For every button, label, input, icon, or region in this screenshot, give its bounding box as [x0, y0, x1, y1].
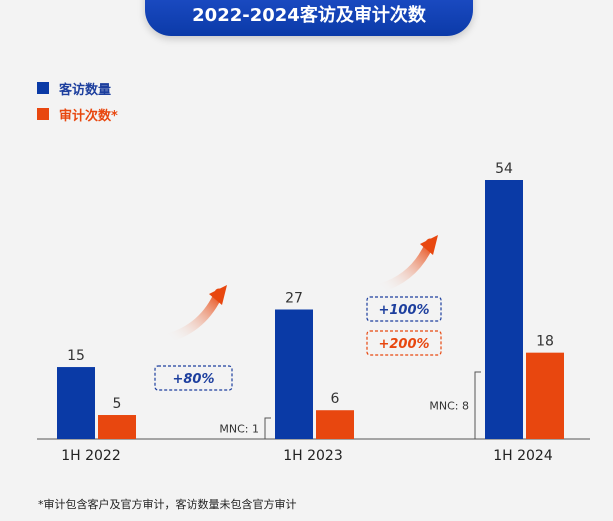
legend-swatch-audits	[37, 108, 49, 120]
mnc-bracket-1h-2024	[474, 371, 481, 440]
mnc-label-1h-2024: MNC: 8	[429, 400, 469, 413]
growth-badge-box-1	[366, 296, 442, 322]
legend-label-audits: 审计次数*	[59, 108, 118, 124]
data-label-audits-1h-2024: 18	[536, 334, 554, 350]
growth-arrow-2023-2024	[375, 235, 438, 293]
x-tick-label-1h-2022: 1H 2022	[61, 448, 121, 464]
chart-title-banner: 2022-2024客访及审计次数	[145, 0, 473, 36]
bar-audits-1h-2023	[316, 410, 354, 439]
legend-swatch-visits	[37, 82, 49, 94]
legend-item-audits: 审计次数*	[37, 102, 118, 126]
x-tick-label-1h-2023: 1H 2023	[283, 448, 343, 464]
growth-badge-text-1: +100%	[378, 303, 429, 318]
legend-item-visits: 客访数量	[37, 76, 118, 100]
data-label-audits-1h-2022: 5	[113, 396, 122, 412]
growth-arrow-2022-2023	[163, 285, 227, 343]
legend-label-visits: 客访数量	[59, 82, 112, 98]
bar-audits-1h-2022	[98, 415, 136, 439]
growth-badge-text-2: +200%	[378, 337, 429, 352]
legend: 客访数量 审计次数*	[37, 76, 118, 128]
x-tick-label-1h-2024: 1H 2024	[493, 448, 553, 464]
bar-visits-1h-2024	[485, 180, 523, 439]
bar-audits-1h-2024	[526, 352, 564, 439]
data-label-visits-1h-2024: 54	[495, 161, 513, 177]
footnote: *审计包含客户及官方审计，客访数量未包含官方审计	[38, 498, 297, 511]
data-label-audits-1h-2023: 6	[331, 391, 340, 407]
data-label-visits-1h-2023: 27	[285, 291, 303, 307]
growth-badge-text-0: +80%	[172, 372, 214, 387]
mnc-label-1h-2023: MNC: 1	[219, 423, 259, 436]
growth-badge-box-0	[154, 365, 233, 391]
chart-title: 2022-2024客访及审计次数	[192, 5, 426, 26]
growth-badge-box-2	[366, 330, 442, 356]
data-label-visits-1h-2022: 15	[67, 348, 85, 364]
bar-visits-1h-2023	[275, 309, 313, 439]
bar-visits-1h-2022	[57, 367, 95, 439]
mnc-bracket-1h-2023	[264, 417, 271, 440]
